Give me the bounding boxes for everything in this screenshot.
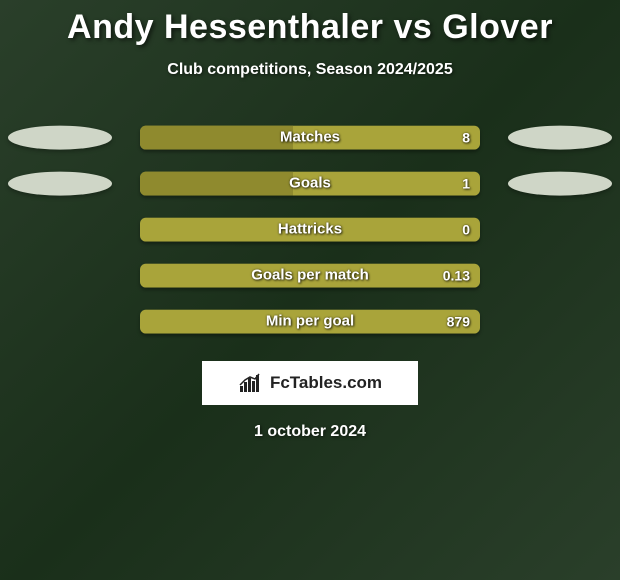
page-title: Andy Hessenthaler vs Glover (0, 0, 620, 47)
stat-bar: Goals per match0.13 (140, 264, 480, 288)
page-subtitle: Club competitions, Season 2024/2025 (0, 61, 620, 79)
stat-row: Min per goal879 (0, 301, 620, 347)
date-text: 1 october 2024 (0, 423, 620, 441)
stat-label: Matches (140, 126, 480, 150)
stat-value: 0.13 (443, 264, 470, 288)
chart-bars-icon (238, 372, 264, 394)
stat-row: Goals1 (0, 163, 620, 209)
player-right-marker (508, 126, 612, 150)
stat-row: Matches8 (0, 117, 620, 163)
stat-label: Goals per match (140, 264, 480, 288)
stat-value: 1 (462, 172, 470, 196)
brand-box: FcTables.com (202, 361, 418, 405)
player-right-marker (508, 172, 612, 196)
stat-label: Goals (140, 172, 480, 196)
stat-bar: Min per goal879 (140, 310, 480, 334)
stat-label: Min per goal (140, 310, 480, 334)
player-left-marker (8, 126, 112, 150)
stat-rows-container: Matches8Goals1Hattricks0Goals per match0… (0, 117, 620, 347)
stat-row: Goals per match0.13 (0, 255, 620, 301)
stat-label: Hattricks (140, 218, 480, 242)
stat-bar: Goals1 (140, 172, 480, 196)
stat-bar: Matches8 (140, 126, 480, 150)
brand-text: FcTables.com (270, 373, 382, 393)
stat-bar: Hattricks0 (140, 218, 480, 242)
stat-value: 879 (447, 310, 470, 334)
player-left-marker (8, 172, 112, 196)
stat-value: 0 (462, 218, 470, 242)
stat-value: 8 (462, 126, 470, 150)
stat-row: Hattricks0 (0, 209, 620, 255)
